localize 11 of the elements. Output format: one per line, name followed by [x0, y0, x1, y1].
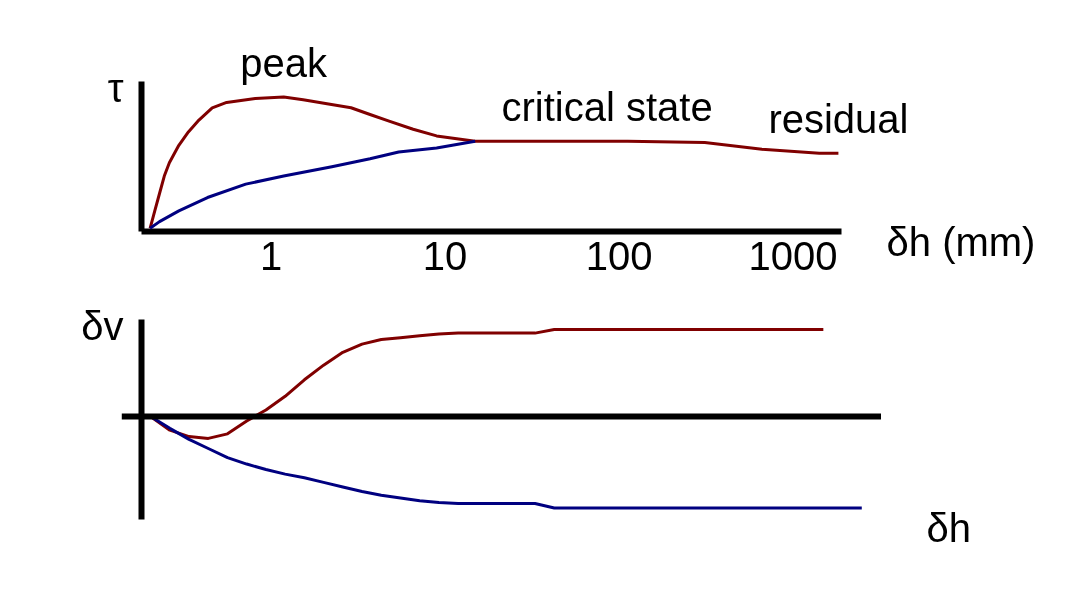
x-axis-title: δh — [926, 505, 972, 550]
x-tick-label: 1000 — [748, 233, 838, 278]
annotation: residual — [768, 97, 909, 142]
x-tick-label: 10 — [422, 233, 468, 278]
x-axis-title: δh (mm) — [886, 219, 1036, 264]
x-tick-label: 100 — [585, 233, 653, 278]
y-axis-title: δv — [81, 303, 124, 348]
y-axis-title: τ — [107, 65, 124, 110]
annotation: critical state — [501, 85, 713, 130]
annotation: peak — [240, 41, 329, 86]
x-tick-label: 1 — [259, 233, 283, 278]
